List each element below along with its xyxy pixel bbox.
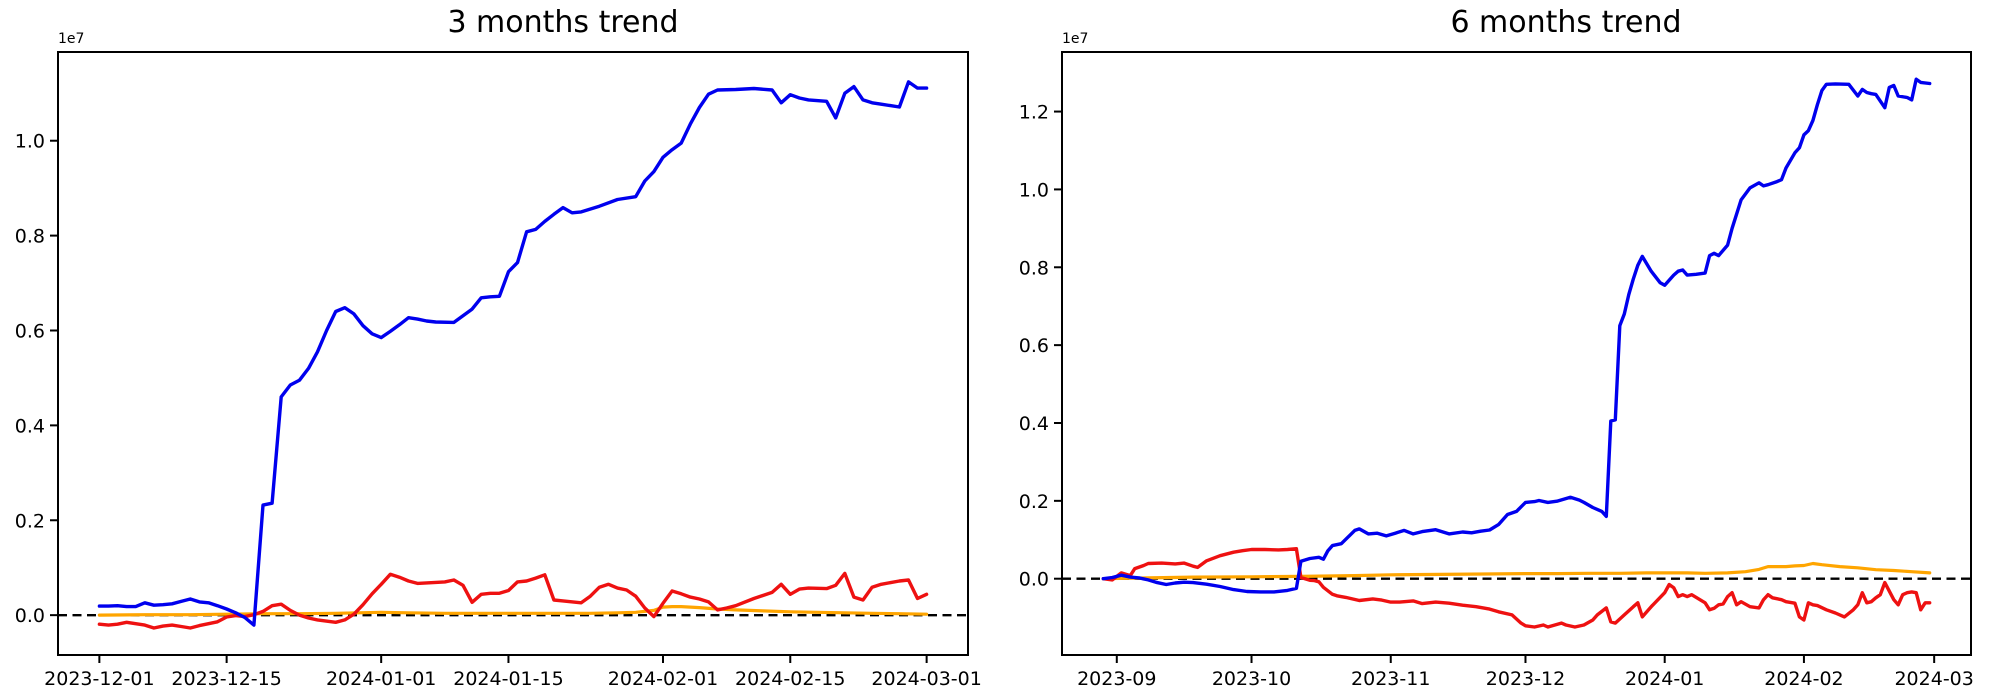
x-tick-label: 2023-12-15 (171, 668, 281, 690)
y-tick-label: 0.8 (15, 226, 45, 248)
y-tick-label: 0.4 (1019, 413, 1049, 435)
x-tick-label: 2023-10 (1212, 668, 1291, 690)
series-orange-line (1101, 561, 1932, 581)
plot-border (57, 51, 969, 656)
y-tick-label: 0.6 (15, 320, 45, 342)
y-tick-label: 1.0 (1019, 179, 1049, 201)
subplot-0: 2023-12-01 2023-12-15 2024-01-01 2024-01-15… (15, 51, 982, 690)
series-red-line (1101, 547, 1932, 629)
y-tick-label: 0.2 (15, 510, 45, 532)
x-tick-label: 2024-02 (1764, 668, 1843, 690)
y-tick-label: 0.8 (1019, 257, 1049, 279)
x-tick-label: 2024-01 (1625, 668, 1704, 690)
x-tick-label: 2023-11 (1351, 668, 1430, 690)
y-axis-offset-label-right: 1e7 (1062, 31, 1089, 47)
y-axis-offset-label-left: 1e7 (58, 31, 85, 47)
chart-title-6-months: 6 months trend (1450, 5, 1682, 40)
x-tick-label: 2023-12-01 (44, 668, 154, 690)
x-tick-label: 2024-01-01 (326, 668, 436, 690)
y-tick-label: 0.4 (15, 415, 45, 437)
x-tick-label: 2024-02-15 (735, 668, 845, 690)
x-tick-label: 2024-03-01 (871, 668, 981, 690)
y-tick-label: 1.2 (1019, 102, 1049, 124)
y-tick-label: 0.0 (1019, 569, 1049, 591)
subplot-1: 2023-09 2023-10 2023-11 2023-12 2024-01 2024-… (1019, 51, 1974, 690)
y-tick-label: 0.6 (1019, 335, 1049, 357)
x-tick-label: 2024-02-01 (608, 668, 718, 690)
series-blue-line (97, 80, 929, 627)
y-tick-label: 0.2 (1019, 491, 1049, 513)
x-tick-label: 2023-12 (1486, 668, 1565, 690)
y-tick-label: 0.0 (15, 605, 45, 627)
x-tick-label: 2024-03 (1894, 668, 1973, 690)
chart-title-3-months: 3 months trend (447, 5, 679, 40)
series-blue-line (1101, 77, 1932, 594)
series-red-line (97, 571, 929, 630)
x-tick-label: 2024-01-15 (453, 668, 563, 690)
x-tick-label: 2023-09 (1077, 668, 1156, 690)
plot-border (1061, 51, 1972, 656)
y-tick-label: 1.0 (15, 131, 45, 153)
